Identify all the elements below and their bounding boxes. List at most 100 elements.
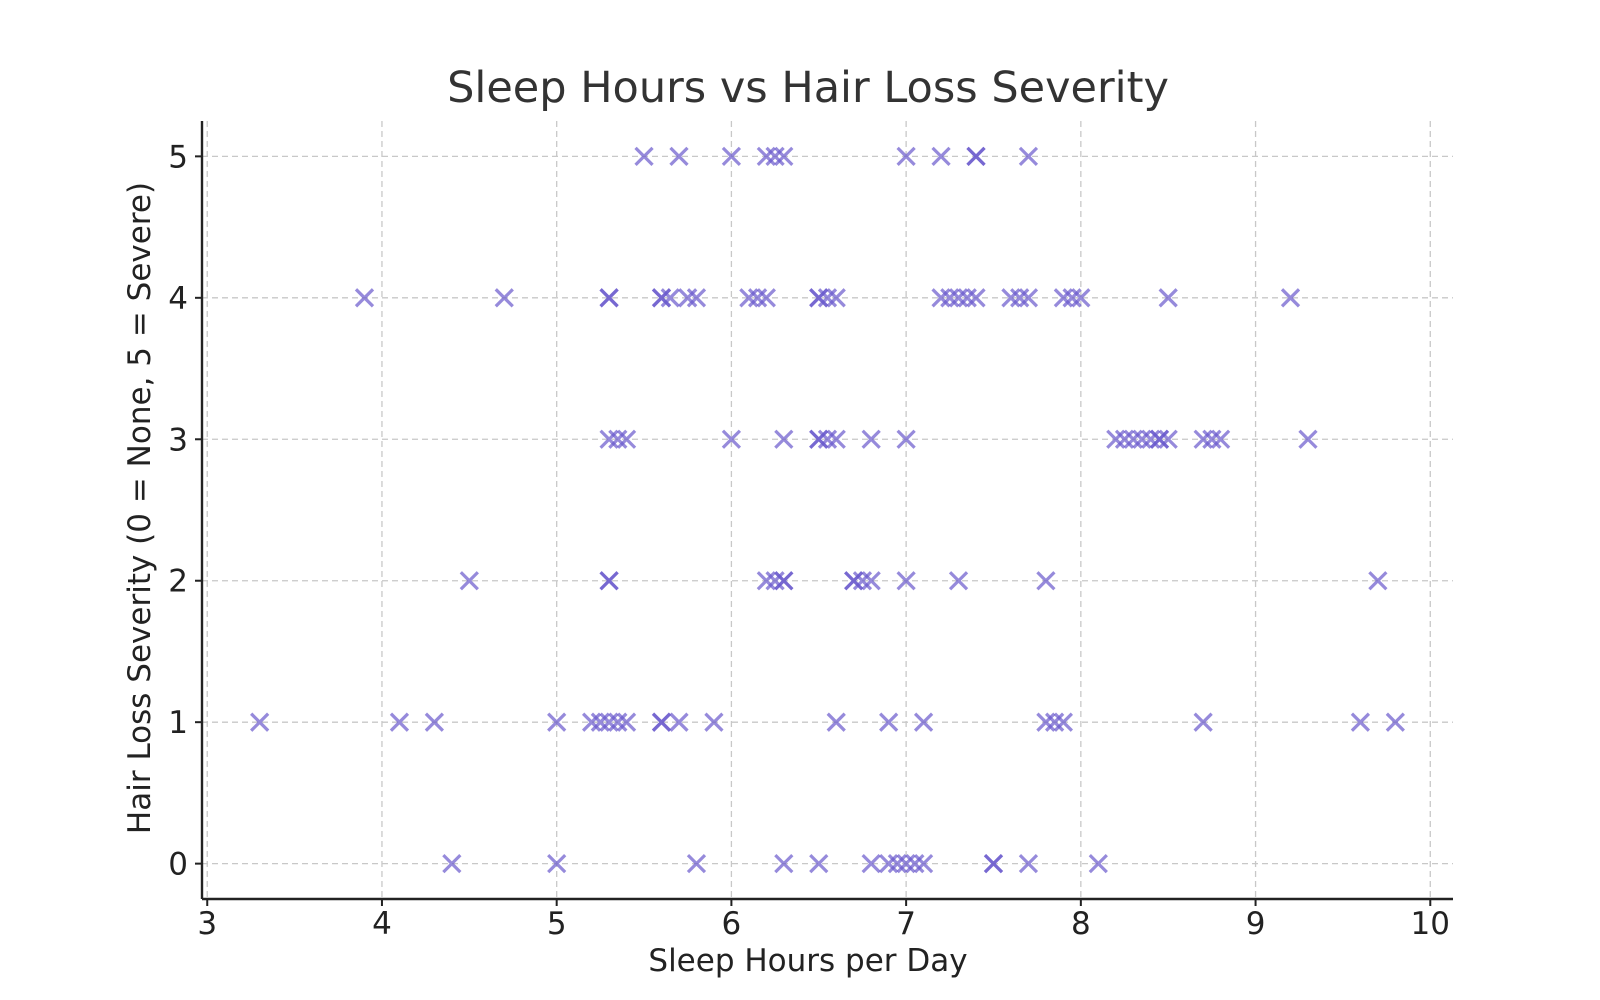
data-point [721, 146, 742, 166]
data-point [861, 854, 881, 874]
data-point [983, 854, 1004, 874]
data-point [966, 146, 986, 166]
data-point [608, 429, 628, 449]
data-point [931, 146, 951, 166]
data-point [1106, 429, 1126, 449]
data-point [861, 429, 881, 449]
y-ticks: 0 1 2 3 4 5 [168, 139, 202, 883]
data-point [861, 571, 881, 591]
chart-title: Sleep Hours vs Hair Loss Severity [447, 63, 1169, 113]
data-point [660, 288, 680, 308]
data-point [896, 854, 916, 874]
data-point [826, 712, 846, 732]
data-point [1045, 712, 1065, 732]
data-point [905, 854, 925, 874]
data-point [774, 146, 794, 166]
data-point [1132, 429, 1152, 449]
data-point [616, 429, 637, 449]
data-point [826, 429, 846, 449]
data-point [1149, 429, 1170, 449]
data-point [1385, 712, 1405, 732]
data-point [547, 854, 567, 874]
data-point [1053, 288, 1074, 308]
data-point [494, 288, 514, 308]
data-point [826, 288, 846, 308]
data-point [599, 429, 619, 449]
grid [202, 121, 1453, 899]
data-point [1001, 288, 1021, 308]
x-axis-label: Sleep Hours per Day [648, 943, 967, 979]
x-ticks: 3 4 5 6 7 8 9 10 [197, 899, 1450, 942]
data-point [852, 571, 873, 591]
data-point [948, 288, 969, 308]
data-point [721, 429, 742, 449]
data-point [704, 712, 724, 732]
data-point [686, 854, 707, 874]
data-point [774, 854, 794, 874]
data-point [957, 288, 977, 308]
data-point [1350, 712, 1371, 732]
x-tick-label: 3 [197, 906, 217, 942]
data-point [844, 571, 864, 591]
data-point [879, 712, 899, 732]
data-point [651, 288, 672, 308]
data-point [931, 288, 951, 308]
data-point [887, 854, 908, 874]
data-point [809, 429, 829, 449]
x-tick-label: 8 [1071, 906, 1091, 942]
data-points [250, 146, 1405, 874]
y-tick-label: 1 [168, 705, 188, 741]
axes [200, 121, 1453, 901]
data-point [948, 571, 969, 591]
data-point [1158, 429, 1178, 449]
data-point [1298, 429, 1318, 449]
data-point [442, 854, 462, 874]
data-point [1062, 288, 1082, 308]
data-point [896, 146, 916, 166]
x-tick-label: 4 [372, 906, 392, 942]
data-point [817, 288, 838, 308]
x-tick-label: 9 [1246, 906, 1266, 942]
x-tick-label: 10 [1411, 906, 1450, 942]
data-point [354, 288, 375, 308]
data-point [1018, 854, 1039, 874]
data-point [1036, 712, 1056, 732]
y-tick-label: 3 [168, 422, 188, 458]
data-point [599, 288, 619, 308]
data-point [250, 712, 270, 732]
y-axis-label: Hair Loss Severity (0 = None, 5 = Severe… [122, 182, 158, 834]
data-point [599, 571, 619, 591]
data-point [1210, 429, 1231, 449]
data-point [913, 854, 934, 874]
data-point [896, 429, 916, 449]
data-point [756, 571, 776, 591]
data-point [678, 288, 698, 308]
data-point [1158, 288, 1178, 308]
data-point [1053, 712, 1074, 732]
data-point [459, 571, 479, 591]
data-point [424, 712, 445, 732]
data-point [590, 712, 610, 732]
data-point [756, 146, 776, 166]
data-point [1071, 288, 1091, 308]
data-point [809, 288, 829, 308]
data-point [1368, 571, 1388, 591]
data-point [1018, 146, 1039, 166]
data-point [669, 146, 689, 166]
data-point [1280, 288, 1301, 308]
y-tick-label: 4 [168, 281, 188, 317]
data-point [1018, 288, 1039, 308]
data-point [608, 712, 628, 732]
x-tick-label: 6 [722, 906, 742, 942]
data-point [817, 429, 838, 449]
data-point [1088, 854, 1108, 874]
x-tick-label: 5 [547, 906, 567, 942]
data-point [966, 288, 986, 308]
data-point [686, 288, 707, 308]
data-point [774, 429, 794, 449]
data-point [756, 288, 776, 308]
data-point [747, 288, 768, 308]
data-point [739, 288, 759, 308]
y-tick-label: 2 [168, 564, 188, 600]
data-point [1193, 712, 1213, 732]
